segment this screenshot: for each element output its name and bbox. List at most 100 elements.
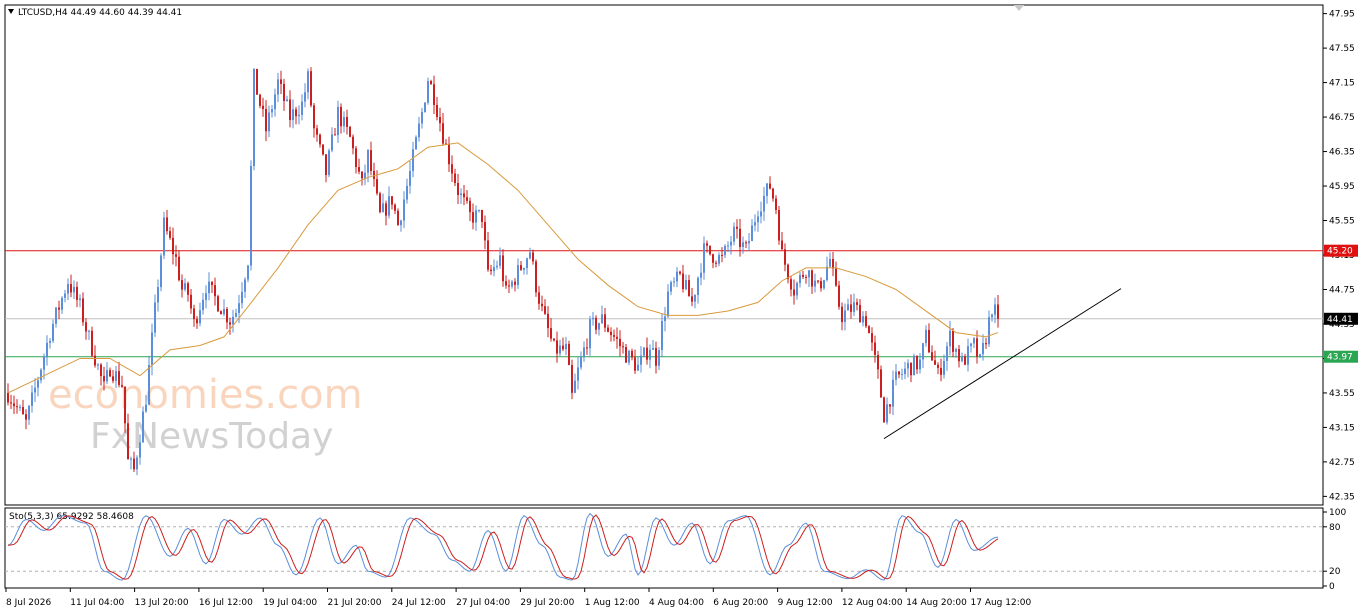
candle-body	[502, 255, 504, 282]
candle-body	[106, 370, 108, 382]
price-tick-label: 42.75	[1329, 458, 1355, 468]
candle-body	[508, 285, 510, 287]
candle-body	[628, 350, 630, 363]
candle-body	[70, 284, 72, 293]
candle-body	[67, 284, 69, 294]
candle-body	[394, 204, 396, 211]
candle-body	[304, 92, 306, 102]
candle-body	[922, 343, 924, 360]
candle-body	[934, 360, 936, 365]
moving-average-line	[7, 142, 999, 394]
candle-body	[25, 414, 27, 420]
level-tag-bg	[1324, 244, 1358, 257]
time-tick-label: 19 Jul 04:00	[263, 598, 317, 608]
candle-body	[46, 342, 48, 357]
candle-body	[367, 150, 369, 173]
candle-body	[802, 274, 804, 277]
candle-body	[652, 348, 654, 350]
candle-body	[175, 254, 177, 257]
chart-shift-marker-icon[interactable]	[1014, 5, 1024, 11]
candle-body	[241, 291, 243, 304]
candle-body	[541, 303, 543, 307]
candle-body	[13, 403, 15, 407]
candle-body	[103, 376, 105, 382]
candle-body	[88, 330, 90, 332]
candle-body	[799, 274, 801, 283]
candle-body	[151, 332, 153, 365]
candle-body	[757, 216, 759, 223]
candle-body	[247, 265, 249, 280]
time-tick-label: 13 Jul 20:00	[135, 598, 189, 608]
candle-body	[988, 317, 990, 345]
candle-body	[118, 371, 120, 385]
candle-body	[463, 193, 465, 198]
candle-body	[808, 270, 810, 278]
candle-body	[952, 330, 954, 352]
candle-body	[997, 304, 999, 319]
price-tick-label: 47.15	[1329, 79, 1355, 89]
candle-body	[571, 364, 573, 393]
price-tick-label: 44.75	[1329, 285, 1355, 295]
candle-body	[559, 345, 561, 354]
candle-body	[430, 81, 432, 85]
time-tick-label: 24 Jul 12:00	[392, 598, 446, 608]
candle-body	[910, 362, 912, 376]
candle-body	[556, 340, 558, 354]
time-tick-label: 1 Aug 12:00	[585, 598, 640, 608]
candle-body	[379, 193, 381, 213]
candle-body	[343, 117, 345, 127]
candle-body	[607, 327, 609, 332]
candle-body	[130, 458, 132, 460]
chart-menu-triangle-icon[interactable]	[8, 9, 14, 14]
candle-body	[751, 225, 753, 242]
trendline[interactable]	[883, 288, 1122, 440]
candle-body	[643, 347, 645, 356]
candle-body	[763, 195, 765, 212]
candle-body	[52, 323, 54, 341]
candle-body	[685, 280, 687, 290]
candle-body	[121, 384, 123, 387]
candle-body	[784, 249, 786, 265]
candle-body	[307, 71, 309, 93]
candle-body	[370, 150, 372, 171]
time-axis: 8 Jul 2026 11 Jul 04:00 13 Jul 20:00 16 Jul…	[5, 588, 1031, 608]
candle-body	[655, 348, 657, 366]
candle-body	[448, 144, 450, 165]
candle-body	[976, 338, 978, 357]
candle-body	[208, 281, 210, 294]
candle-body	[79, 298, 81, 300]
candle-body	[490, 269, 492, 272]
candle-body	[658, 350, 660, 366]
candle-body	[76, 286, 78, 300]
candle-body	[583, 347, 585, 358]
time-tick-label: 29 Jul 20:00	[520, 598, 574, 608]
candle-body	[778, 210, 780, 241]
candle-body	[442, 123, 444, 144]
time-tick-label: 6 Aug 20:00	[713, 598, 768, 608]
candle-body	[43, 356, 45, 370]
candle-body	[937, 364, 939, 368]
candle-body	[865, 316, 867, 327]
candle-body	[193, 308, 195, 320]
candle-body	[958, 349, 960, 362]
candle-body	[514, 281, 516, 285]
candle-body	[181, 280, 183, 290]
candle-body	[337, 106, 339, 136]
candle-body	[766, 183, 768, 196]
price-tick-label: 46.35	[1329, 148, 1355, 158]
candle-body	[985, 343, 987, 345]
candle-body	[22, 407, 24, 415]
main-chart-frame	[4, 4, 1324, 506]
candle-body	[37, 380, 39, 388]
candle-body	[769, 183, 771, 189]
candle-body	[913, 355, 915, 376]
candle-body	[382, 203, 384, 213]
candle-body	[232, 316, 234, 325]
candle-body	[361, 171, 363, 179]
candle-body	[694, 294, 696, 302]
candle-body	[520, 265, 522, 270]
time-tick-label: 8 Jul 2026	[6, 598, 51, 608]
candle-body	[841, 306, 843, 323]
candle-body	[451, 164, 453, 174]
candle-body	[196, 319, 198, 324]
